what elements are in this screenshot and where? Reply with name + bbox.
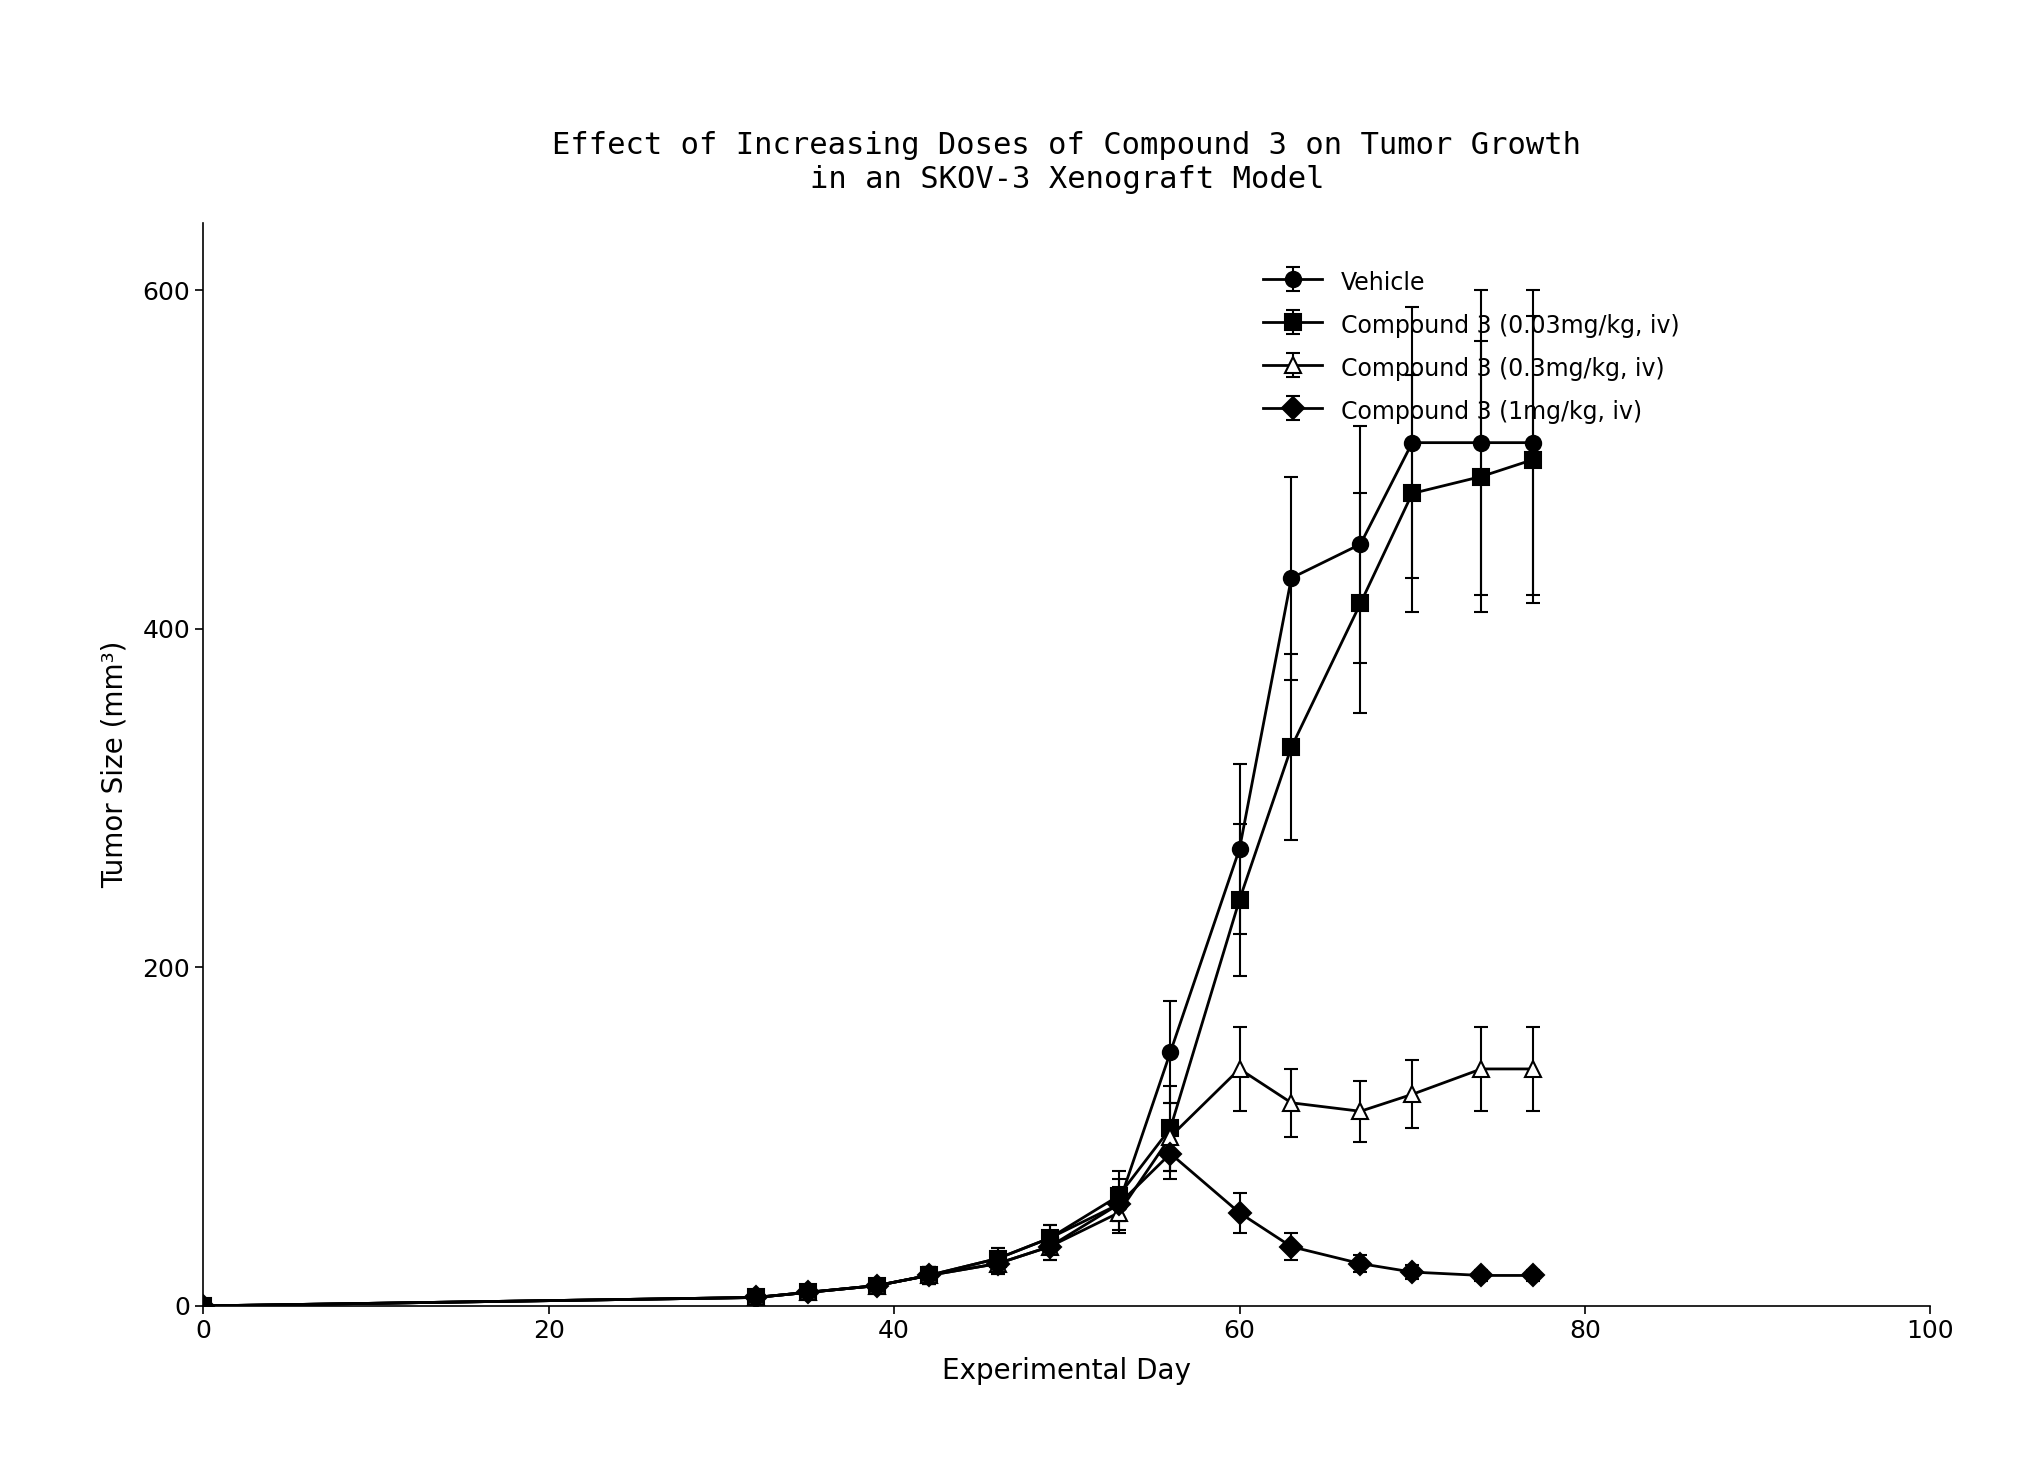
Legend: Vehicle, Compound 3 (0.03mg/kg, iv), Compound 3 (0.3mg/kg, iv), Compound 3 (1mg/: Vehicle, Compound 3 (0.03mg/kg, iv), Com… — [1252, 257, 1691, 438]
Y-axis label: Tumor Size (mm³): Tumor Size (mm³) — [100, 641, 128, 887]
Title: Effect of Increasing Doses of Compound 3 on Tumor Growth
in an SKOV-3 Xenograft : Effect of Increasing Doses of Compound 3… — [553, 131, 1581, 194]
X-axis label: Experimental Day: Experimental Day — [943, 1356, 1191, 1385]
